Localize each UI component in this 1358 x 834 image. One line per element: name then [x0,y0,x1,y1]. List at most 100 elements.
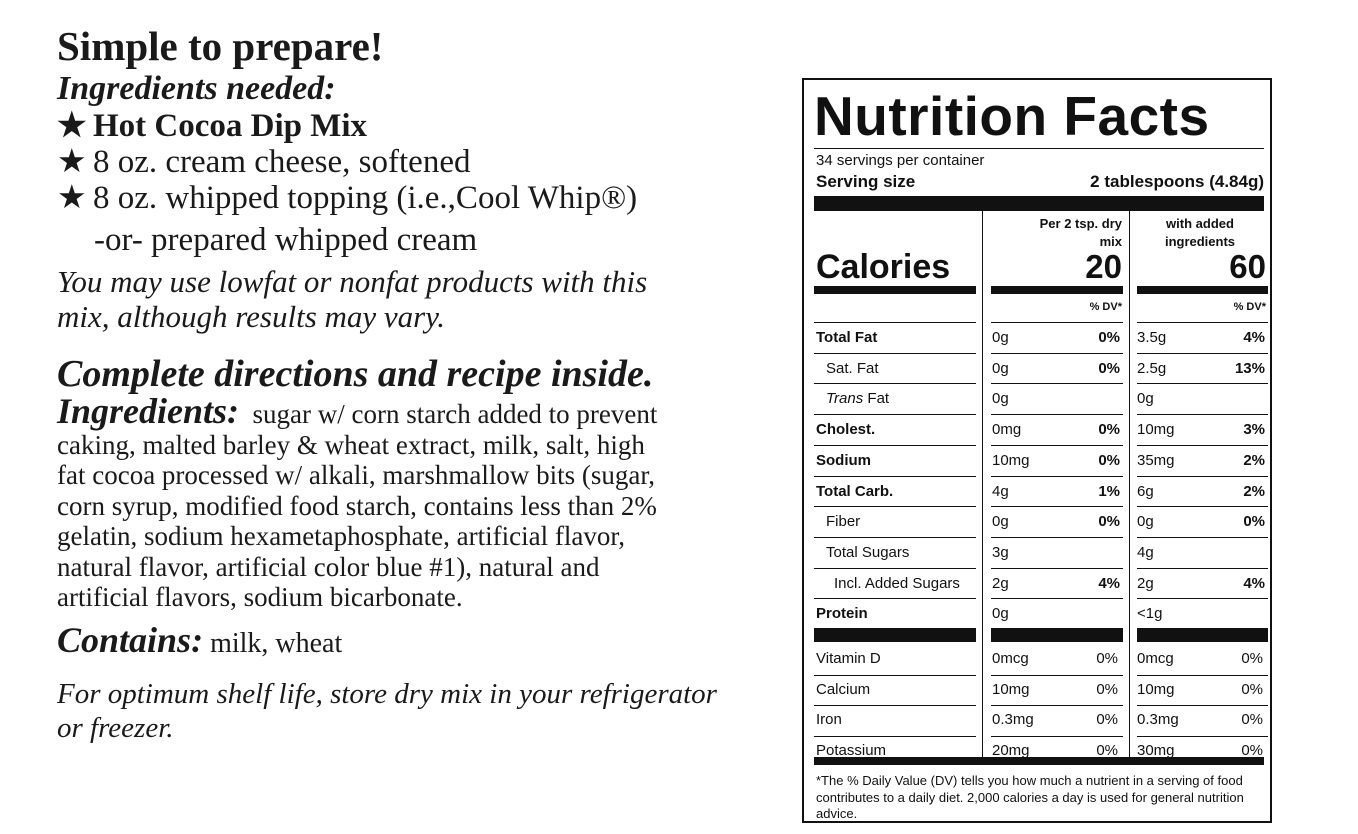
column-separator [982,211,983,765]
calories-prepared: 60 [1229,248,1266,285]
thick-divider [814,286,976,294]
row-divider [1137,383,1268,385]
star-icon: ★ [57,180,87,216]
nutrition-facts-panel: Nutrition Facts 34 servings per containe… [802,78,1272,823]
row-divider [991,567,1123,569]
nutrient-name: Total Sugars [826,543,910,561]
row-divider [991,322,1123,323]
row-divider [1137,598,1268,600]
row-divider [1137,444,1268,446]
vitamin-value: 20mg [992,742,1030,760]
nutrient-value: 13% [1234,359,1265,377]
nutrient-value: <1g [1137,605,1163,623]
nutrient-name: Fiber [826,513,861,531]
vitamin-value: 10mg [1137,680,1175,698]
thick-divider [991,286,1123,294]
row-divider [1137,674,1268,676]
row-divider [1137,536,1268,538]
row-divider [814,705,976,707]
nutrient-value: 0% [1098,451,1120,469]
divider [814,148,1264,149]
storage-note: For optimum shelf life, store dry mix in… [57,677,717,744]
vitamin-value: 0.3mg [992,711,1034,729]
nutrient-value: 3g [992,543,1009,561]
vitamin-value: 0% [1241,650,1263,667]
nutrient-name: Total Fat [816,329,878,346]
vitamin-name: Iron [816,711,842,729]
vitamin-value: 0% [1096,650,1118,667]
nutrient-value: 0mg [992,421,1022,439]
lowfat-note: You may use lowfat or nonfat products wi… [57,264,648,334]
vitamin-value: 10mg [992,680,1030,698]
row-divider [1137,322,1268,323]
row-divider [991,444,1123,446]
vitamin-value: 0% [1241,742,1263,760]
nutrient-value: 6g [1137,482,1154,500]
thick-divider [1137,286,1268,294]
thick-divider [1137,628,1268,642]
nutrient-name: Cholest. [816,421,876,439]
list-item: ★ 8 oz. cream cheese, softened [57,144,471,180]
nutrient-name: Sodium [816,451,871,469]
nutrient-value: 0g [1137,513,1154,531]
ingredients-label: Ingredients: [57,391,240,431]
vitamin-name: Vitamin D [816,650,881,667]
vitamin-value: 0.3mg [1137,711,1179,729]
nutrient-value: 0% [1098,359,1120,377]
nutrient-value: 0% [1098,513,1120,531]
nutrient-value: 0g [992,329,1009,346]
ingredients-statement: Ingredients: sugar w/ corn starch added … [57,391,658,612]
nutrient-name: Sat. Fat [826,359,879,377]
nutrient-value: 3.5g [1137,329,1167,346]
row-divider [991,674,1123,676]
nutrient-value: 0g [992,359,1009,377]
column-header-prepared: with added ingredients [1164,216,1236,249]
nutrient-value: 35mg [1137,451,1175,469]
row-divider [814,736,976,738]
ingredients-needed-heading: Ingredients needed: [57,70,336,107]
vitamin-value: 0mcg [1137,650,1174,667]
nutrient-value: 2.5g [1137,359,1167,377]
star-icon: ★ [57,144,87,180]
row-divider [1137,414,1268,416]
prepare-heading: Simple to prepare! [57,23,384,69]
row-divider [991,705,1123,707]
nutrient-name: Trans Fat [826,390,889,407]
row-divider [991,598,1123,600]
calories-label: Calories [816,248,951,286]
row-divider [814,674,976,676]
vitamin-value: 30mg [1137,742,1175,760]
nutrient-value: 0g [992,513,1009,531]
contains-value: milk, wheat [210,627,343,659]
row-divider [814,322,976,323]
vitamin-value: 0% [1241,711,1263,729]
nutrient-name: Incl. Added Sugars [834,574,960,592]
row-divider [991,383,1123,385]
serving-size-label: Serving size [816,172,916,191]
row-divider [814,475,976,477]
nutrient-value: 0g [992,605,1009,623]
star-icon: ★ [57,108,87,144]
row-divider [991,536,1123,538]
row-divider [1137,567,1268,569]
thick-divider [814,628,976,642]
nutrient-value: 0% [1243,513,1265,531]
vitamin-value: 0% [1241,680,1263,698]
nutrient-value: 2g [1137,574,1154,592]
allergen-statement: Contains: milk, wheat [57,621,787,663]
nutrient-value: 4% [1098,574,1120,592]
row-divider [814,414,976,416]
nutrient-name-rest: Fat [863,390,890,408]
row-divider [814,506,976,508]
nutrient-name-italic: Trans [826,390,864,408]
dv-header-prepared: % DV* [1233,301,1266,313]
list-item: ★ 8 oz. whipped topping (i.e.,Cool Whip®) [57,180,638,216]
row-divider [1137,475,1268,477]
row-divider [814,567,976,569]
column-header-dry-mix: Per 2 tsp. dry mix [1039,216,1122,249]
row-divider [991,414,1123,416]
nutrient-value: 2g [992,574,1009,592]
vitamin-name: Calcium [816,680,871,698]
nutrient-value: 0g [992,390,1009,408]
row-divider [991,352,1123,354]
